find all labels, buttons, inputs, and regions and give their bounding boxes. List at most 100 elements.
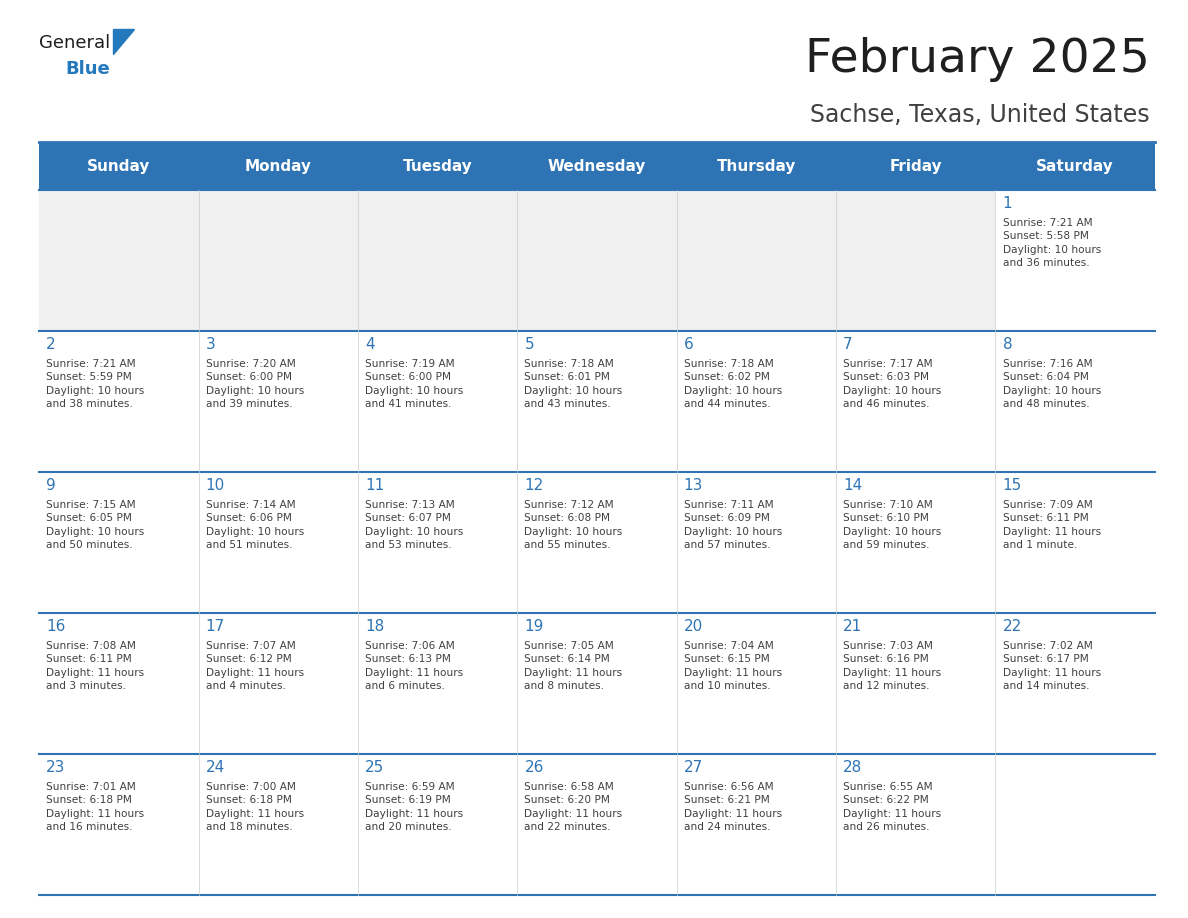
Text: Friday: Friday xyxy=(890,159,942,174)
Bar xyxy=(677,331,836,472)
Bar xyxy=(517,754,677,895)
Text: 17: 17 xyxy=(206,620,225,634)
Bar xyxy=(996,190,1155,331)
Bar xyxy=(836,754,996,895)
Text: Sunrise: 6:55 AM
Sunset: 6:22 PM
Daylight: 11 hours
and 26 minutes.: Sunrise: 6:55 AM Sunset: 6:22 PM Dayligh… xyxy=(843,781,941,833)
Bar xyxy=(996,754,1155,895)
Bar xyxy=(836,190,996,331)
Text: 16: 16 xyxy=(46,620,65,634)
Bar xyxy=(198,142,358,190)
Text: Sunrise: 7:20 AM
Sunset: 6:00 PM
Daylight: 10 hours
and 39 minutes.: Sunrise: 7:20 AM Sunset: 6:00 PM Dayligh… xyxy=(206,359,304,409)
Bar xyxy=(198,754,358,895)
Text: Sunrise: 7:10 AM
Sunset: 6:10 PM
Daylight: 10 hours
and 59 minutes.: Sunrise: 7:10 AM Sunset: 6:10 PM Dayligh… xyxy=(843,499,941,551)
Text: Sunrise: 7:07 AM
Sunset: 6:12 PM
Daylight: 11 hours
and 4 minutes.: Sunrise: 7:07 AM Sunset: 6:12 PM Dayligh… xyxy=(206,641,304,691)
Text: Sunrise: 7:18 AM
Sunset: 6:01 PM
Daylight: 10 hours
and 43 minutes.: Sunrise: 7:18 AM Sunset: 6:01 PM Dayligh… xyxy=(524,359,623,409)
Bar xyxy=(517,190,677,331)
Text: 7: 7 xyxy=(843,338,853,353)
Text: 6: 6 xyxy=(684,338,694,353)
Text: 15: 15 xyxy=(1003,478,1022,494)
Bar xyxy=(39,190,198,331)
Bar xyxy=(358,331,517,472)
Text: Sunrise: 7:04 AM
Sunset: 6:15 PM
Daylight: 11 hours
and 10 minutes.: Sunrise: 7:04 AM Sunset: 6:15 PM Dayligh… xyxy=(684,641,782,691)
Text: Sunrise: 7:21 AM
Sunset: 5:58 PM
Daylight: 10 hours
and 36 minutes.: Sunrise: 7:21 AM Sunset: 5:58 PM Dayligh… xyxy=(1003,218,1101,268)
Text: Saturday: Saturday xyxy=(1036,159,1114,174)
Text: 10: 10 xyxy=(206,478,225,494)
Text: Sunrise: 7:00 AM
Sunset: 6:18 PM
Daylight: 11 hours
and 18 minutes.: Sunrise: 7:00 AM Sunset: 6:18 PM Dayligh… xyxy=(206,781,304,833)
Text: 19: 19 xyxy=(524,620,544,634)
Bar xyxy=(517,331,677,472)
Text: Sunrise: 7:21 AM
Sunset: 5:59 PM
Daylight: 10 hours
and 38 minutes.: Sunrise: 7:21 AM Sunset: 5:59 PM Dayligh… xyxy=(46,359,145,409)
Bar xyxy=(517,472,677,613)
Bar xyxy=(39,613,198,754)
Bar xyxy=(39,331,198,472)
Bar xyxy=(836,613,996,754)
Text: Sunrise: 6:56 AM
Sunset: 6:21 PM
Daylight: 11 hours
and 24 minutes.: Sunrise: 6:56 AM Sunset: 6:21 PM Dayligh… xyxy=(684,781,782,833)
Bar xyxy=(198,190,358,331)
Text: 11: 11 xyxy=(365,478,384,494)
Text: Sachse, Texas, United States: Sachse, Texas, United States xyxy=(810,103,1150,127)
Bar xyxy=(517,613,677,754)
Text: Sunrise: 7:18 AM
Sunset: 6:02 PM
Daylight: 10 hours
and 44 minutes.: Sunrise: 7:18 AM Sunset: 6:02 PM Dayligh… xyxy=(684,359,782,409)
Bar xyxy=(358,754,517,895)
Text: Sunrise: 7:13 AM
Sunset: 6:07 PM
Daylight: 10 hours
and 53 minutes.: Sunrise: 7:13 AM Sunset: 6:07 PM Dayligh… xyxy=(365,499,463,551)
Text: 21: 21 xyxy=(843,620,862,634)
Polygon shape xyxy=(113,29,134,54)
Bar xyxy=(677,190,836,331)
Bar xyxy=(836,142,996,190)
Bar xyxy=(996,331,1155,472)
Text: Blue: Blue xyxy=(65,60,110,78)
Text: Sunrise: 7:02 AM
Sunset: 6:17 PM
Daylight: 11 hours
and 14 minutes.: Sunrise: 7:02 AM Sunset: 6:17 PM Dayligh… xyxy=(1003,641,1100,691)
Bar xyxy=(358,142,517,190)
Text: 3: 3 xyxy=(206,338,215,353)
Text: Sunrise: 7:14 AM
Sunset: 6:06 PM
Daylight: 10 hours
and 51 minutes.: Sunrise: 7:14 AM Sunset: 6:06 PM Dayligh… xyxy=(206,499,304,551)
Bar xyxy=(677,142,836,190)
Text: Wednesday: Wednesday xyxy=(548,159,646,174)
Bar xyxy=(996,472,1155,613)
Text: Sunrise: 7:17 AM
Sunset: 6:03 PM
Daylight: 10 hours
and 46 minutes.: Sunrise: 7:17 AM Sunset: 6:03 PM Dayligh… xyxy=(843,359,941,409)
Bar xyxy=(198,472,358,613)
Text: 12: 12 xyxy=(524,478,544,494)
Bar xyxy=(358,472,517,613)
Text: Tuesday: Tuesday xyxy=(403,159,473,174)
Text: Sunrise: 6:59 AM
Sunset: 6:19 PM
Daylight: 11 hours
and 20 minutes.: Sunrise: 6:59 AM Sunset: 6:19 PM Dayligh… xyxy=(365,781,463,833)
Bar xyxy=(836,472,996,613)
Text: Thursday: Thursday xyxy=(716,159,796,174)
Text: Sunrise: 7:01 AM
Sunset: 6:18 PM
Daylight: 11 hours
and 16 minutes.: Sunrise: 7:01 AM Sunset: 6:18 PM Dayligh… xyxy=(46,781,145,833)
Text: 9: 9 xyxy=(46,478,56,494)
Text: Sunrise: 7:03 AM
Sunset: 6:16 PM
Daylight: 11 hours
and 12 minutes.: Sunrise: 7:03 AM Sunset: 6:16 PM Dayligh… xyxy=(843,641,941,691)
Bar xyxy=(677,754,836,895)
Text: 23: 23 xyxy=(46,760,65,776)
Text: 5: 5 xyxy=(524,338,535,353)
Bar xyxy=(39,754,198,895)
Text: 22: 22 xyxy=(1003,620,1022,634)
Text: 26: 26 xyxy=(524,760,544,776)
Bar xyxy=(677,613,836,754)
Text: Sunrise: 7:05 AM
Sunset: 6:14 PM
Daylight: 11 hours
and 8 minutes.: Sunrise: 7:05 AM Sunset: 6:14 PM Dayligh… xyxy=(524,641,623,691)
Text: Sunrise: 7:12 AM
Sunset: 6:08 PM
Daylight: 10 hours
and 55 minutes.: Sunrise: 7:12 AM Sunset: 6:08 PM Dayligh… xyxy=(524,499,623,551)
Bar xyxy=(198,613,358,754)
Text: General: General xyxy=(39,34,110,52)
Text: 14: 14 xyxy=(843,478,862,494)
Text: 2: 2 xyxy=(46,338,56,353)
Text: 28: 28 xyxy=(843,760,862,776)
Text: 13: 13 xyxy=(684,478,703,494)
Bar xyxy=(39,472,198,613)
Text: Sunrise: 7:19 AM
Sunset: 6:00 PM
Daylight: 10 hours
and 41 minutes.: Sunrise: 7:19 AM Sunset: 6:00 PM Dayligh… xyxy=(365,359,463,409)
Text: Sunrise: 7:08 AM
Sunset: 6:11 PM
Daylight: 11 hours
and 3 minutes.: Sunrise: 7:08 AM Sunset: 6:11 PM Dayligh… xyxy=(46,641,145,691)
Bar xyxy=(39,142,198,190)
Text: 25: 25 xyxy=(365,760,384,776)
Text: Sunrise: 7:09 AM
Sunset: 6:11 PM
Daylight: 11 hours
and 1 minute.: Sunrise: 7:09 AM Sunset: 6:11 PM Dayligh… xyxy=(1003,499,1100,551)
Text: Sunrise: 7:16 AM
Sunset: 6:04 PM
Daylight: 10 hours
and 48 minutes.: Sunrise: 7:16 AM Sunset: 6:04 PM Dayligh… xyxy=(1003,359,1101,409)
Text: 8: 8 xyxy=(1003,338,1012,353)
Bar xyxy=(517,142,677,190)
Text: 1: 1 xyxy=(1003,196,1012,211)
Text: 4: 4 xyxy=(365,338,374,353)
Text: Sunrise: 7:11 AM
Sunset: 6:09 PM
Daylight: 10 hours
and 57 minutes.: Sunrise: 7:11 AM Sunset: 6:09 PM Dayligh… xyxy=(684,499,782,551)
Bar xyxy=(358,613,517,754)
Text: Sunday: Sunday xyxy=(87,159,151,174)
Bar xyxy=(677,472,836,613)
Bar xyxy=(836,331,996,472)
Text: Sunrise: 6:58 AM
Sunset: 6:20 PM
Daylight: 11 hours
and 22 minutes.: Sunrise: 6:58 AM Sunset: 6:20 PM Dayligh… xyxy=(524,781,623,833)
Text: Sunrise: 7:06 AM
Sunset: 6:13 PM
Daylight: 11 hours
and 6 minutes.: Sunrise: 7:06 AM Sunset: 6:13 PM Dayligh… xyxy=(365,641,463,691)
Text: 20: 20 xyxy=(684,620,703,634)
